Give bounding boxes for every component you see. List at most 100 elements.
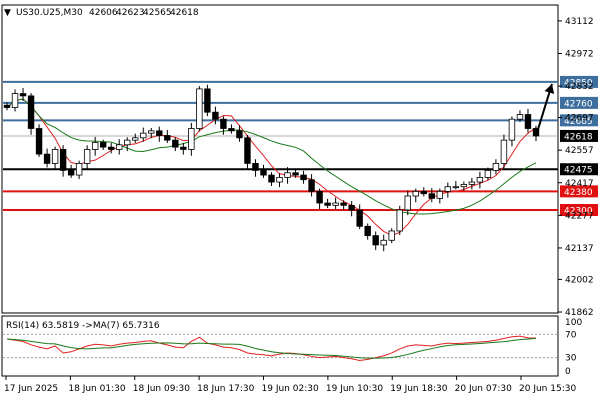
candle-body	[316, 190, 323, 204]
candle-body	[83, 149, 91, 164]
forecast-arrow-head	[544, 83, 555, 94]
candle-body	[180, 146, 187, 150]
rsi-ma-line	[6, 337, 537, 359]
candle-body	[27, 95, 35, 129]
ohlc-close: 42618	[170, 8, 199, 18]
rsi-plot-frame	[1, 315, 559, 377]
levels-layer: 42850 42760 42685 42475 42380 42300 42618	[3, 75, 598, 217]
candle-body	[292, 172, 299, 176]
candle-body	[372, 235, 379, 246]
candle-body	[268, 174, 275, 183]
price-tick-label: 42697	[565, 114, 594, 124]
candle-body	[436, 190, 444, 199]
candle-body	[428, 193, 436, 199]
price-tick-label: 41862	[565, 308, 594, 318]
candle-body	[356, 209, 363, 227]
level-label-box	[560, 204, 598, 216]
candle-body	[388, 230, 395, 241]
candle-body	[476, 176, 484, 183]
price-axis: 43112 42972 42832 42697 42557 42417 42277 42137…	[558, 17, 594, 318]
time-tick-label: 18 Jun 09:30	[133, 384, 190, 394]
candle-body	[107, 146, 115, 150]
candle-body	[196, 88, 203, 129]
candle-body	[124, 139, 131, 146]
candle-body	[508, 118, 516, 141]
candle-body	[284, 172, 291, 178]
price-tick-label: 42137	[565, 244, 594, 254]
candle-body	[148, 130, 155, 134]
forecast-arrow	[535, 83, 555, 137]
candle-body	[460, 183, 468, 188]
candle-body	[324, 202, 331, 206]
candle-body	[35, 128, 43, 155]
price-tick-label: 42277	[565, 211, 594, 221]
candle-body	[468, 181, 476, 185]
rsi-tick-label: 30	[565, 354, 577, 364]
candle-body	[308, 179, 315, 192]
time-tick-label: 17 Jun 2025	[4, 384, 58, 394]
price-tick-label: 42002	[565, 275, 594, 285]
candle-body	[260, 170, 267, 176]
candle-body	[420, 190, 427, 195]
candle-body	[340, 202, 347, 206]
candle-body	[452, 186, 460, 189]
rsi-tick-label: 0	[565, 367, 571, 377]
candle-body	[396, 209, 403, 232]
price-tick-label: 42557	[565, 146, 594, 156]
price-tick-label: 42417	[565, 179, 594, 189]
candle-body	[67, 170, 75, 176]
level-label: 42380	[564, 188, 593, 198]
price-tick-label: 43112	[565, 17, 594, 27]
level-label-box	[560, 96, 598, 109]
candle-body	[444, 186, 452, 192]
candle-body	[252, 163, 259, 171]
candle-body	[276, 176, 283, 183]
level-label-box	[560, 114, 598, 127]
candle-body	[204, 88, 211, 113]
current-price-box	[560, 129, 598, 142]
rsi-tick-label: 70	[565, 330, 577, 340]
candle-body	[300, 174, 307, 181]
current-price-label: 42618	[564, 132, 593, 142]
candle-body	[19, 93, 27, 97]
candle-body	[244, 137, 251, 164]
time-tick-label: 20 Jun 07:30	[455, 384, 512, 394]
level-label-box	[560, 163, 598, 176]
level-label: 42760	[564, 99, 593, 109]
candle-body	[75, 163, 83, 176]
level-label: 42850	[564, 78, 593, 88]
candles-layer	[3, 84, 540, 252]
rsi-line	[6, 335, 537, 362]
time-tick-label: 18 Jun 17:30	[197, 384, 254, 394]
candle-body	[484, 170, 492, 178]
time-tick-label: 19 Jun 02:30	[262, 384, 319, 394]
candle-body	[380, 239, 387, 246]
time-tick-label: 20 Jun 15:30	[519, 384, 576, 394]
ohlc-open: 42606	[89, 8, 118, 18]
forecast-arrow-shaft	[535, 83, 553, 137]
candle-body	[500, 139, 508, 164]
candle-body	[132, 137, 139, 141]
time-tick-label: 18 Jun 01:30	[68, 384, 125, 394]
ohlc-high: 42623	[116, 8, 145, 18]
time-axis: 17 Jun 2025 18 Jun 01:30 18 Jun 09:30 18 Ju…	[4, 376, 576, 394]
candle-body	[332, 202, 339, 206]
header-down-triangle-icon: ▼	[4, 8, 11, 18]
time-tick-label: 19 Jun 18:30	[390, 384, 447, 394]
candle-body	[11, 93, 19, 108]
candle-body	[43, 153, 51, 164]
ohlc-low: 42565	[143, 8, 172, 18]
candle-body	[412, 190, 419, 197]
candle-body	[348, 204, 355, 211]
candle-body	[220, 118, 227, 129]
candle-body	[59, 149, 67, 171]
rsi-tick-label: 100	[565, 318, 582, 328]
candle-body	[99, 142, 107, 148]
price-tick-label: 42972	[565, 50, 594, 60]
rsi-label: RSI(14) 63.5819 ->MA(7) 65.7316	[6, 321, 160, 331]
candle-body	[116, 144, 123, 150]
level-label-box	[560, 185, 598, 198]
level-label-box	[560, 75, 598, 88]
candle-body	[91, 142, 99, 150]
